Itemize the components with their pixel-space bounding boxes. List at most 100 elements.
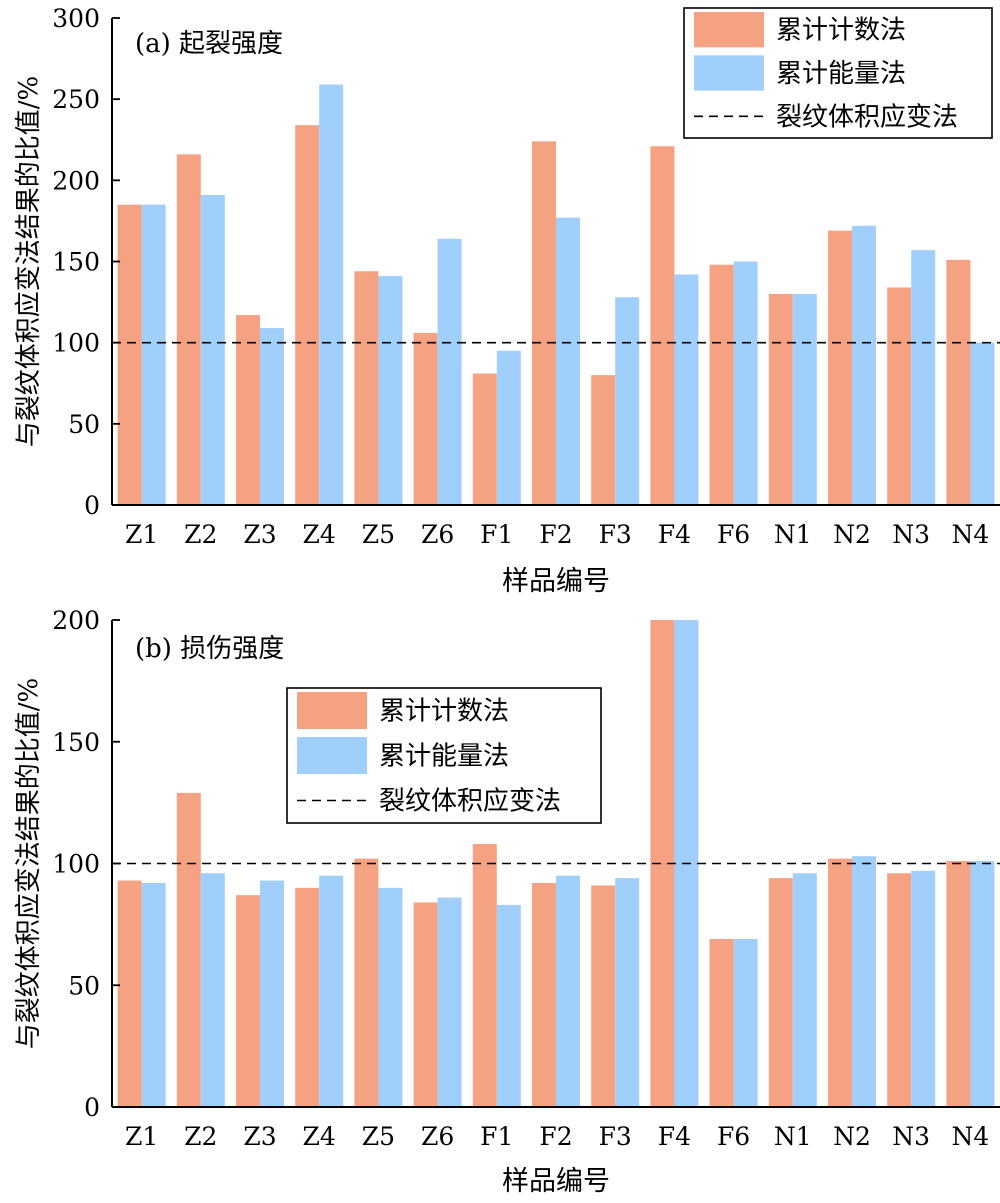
bar-count-N2 (828, 230, 852, 505)
legend-label-reference: 裂纹体积应变法 (776, 102, 958, 132)
x-tick-label-Z2: Z2 (184, 1122, 217, 1151)
bar-energy-F6 (733, 938, 758, 1107)
bar-energy-Z6 (437, 238, 462, 505)
bar-energy-Z5 (378, 887, 403, 1107)
bar-energy-F4 (674, 274, 699, 505)
bar-count-N1 (768, 293, 793, 505)
bar-count-N2 (828, 858, 852, 1107)
legend-swatch-energy (694, 55, 764, 91)
x-tick-label-N2: N2 (833, 1122, 871, 1151)
bar-count-F3 (591, 375, 616, 505)
x-tick-label-Z6: Z6 (421, 1122, 454, 1151)
x-tick-label-N1: N1 (774, 520, 812, 549)
bar-energy-N4 (970, 342, 995, 505)
x-tick-label-F3: F3 (599, 1122, 632, 1151)
bar-count-Z6 (413, 902, 438, 1107)
bar-count-Z2 (176, 792, 201, 1107)
bar-energy-Z1 (141, 882, 166, 1107)
x-tick-label-Z5: Z5 (362, 520, 395, 549)
bar-count-Z2 (176, 154, 201, 505)
bar-count-F6 (709, 264, 734, 505)
x-tick-label-F4: F4 (658, 520, 691, 549)
chart-panel-a: 0 50 100 150 200 250 300 Z1 Z2 Z3 Z4 Z5 Z6 F1 F2 F3 F4 F6… (14, 4, 1000, 597)
y-tick-label: 150 (52, 248, 100, 277)
bar-count-N4 (946, 259, 971, 505)
bar-count-Z1 (117, 204, 142, 505)
x-tick-label-Z3: Z3 (243, 1122, 276, 1151)
x-axis-label: 样品编号 (502, 566, 610, 597)
bar-energy-N2 (852, 225, 876, 505)
x-tick-label-F2: F2 (539, 520, 572, 549)
y-tick-label: 150 (52, 728, 100, 757)
bar-energy-N3 (911, 870, 936, 1107)
y-tick-label: 50 (68, 410, 100, 439)
x-tick-label-F6: F6 (717, 1122, 750, 1151)
bars (117, 84, 995, 505)
bar-energy-Z5 (378, 276, 403, 505)
y-tick-label: 300 (52, 4, 100, 33)
x-tick-label-N3: N3 (892, 1122, 930, 1151)
bar-energy-Z1 (141, 204, 166, 505)
x-tick-label-Z1: Z1 (125, 1122, 158, 1151)
bar-count-Z4 (295, 125, 320, 505)
y-tick-label: 200 (52, 606, 100, 635)
bar-energy-F1 (496, 904, 521, 1107)
bar-count-F2 (532, 882, 556, 1107)
bar-energy-Z4 (319, 84, 344, 505)
legend-label-energy: 累计能量法 (379, 742, 509, 772)
bar-energy-Z2 (200, 194, 225, 505)
y-axis-label: 与裂纹体积应变法结果的比值/% (14, 76, 44, 447)
bar-count-N1 (768, 878, 793, 1107)
bar-energy-N3 (911, 250, 936, 505)
legend-label-count: 累计计数法 (776, 16, 906, 46)
bar-energy-F6 (733, 261, 758, 505)
bar-count-N3 (887, 287, 912, 505)
bars (117, 620, 995, 1107)
bar-count-F1 (472, 844, 497, 1107)
x-tick-label-Z2: Z2 (184, 520, 217, 549)
legend-label-reference: 裂纹体积应变法 (379, 787, 561, 817)
y-tick-label: 0 (84, 491, 100, 520)
bar-energy-F2 (556, 217, 580, 505)
legend-label-count: 累计计数法 (379, 697, 509, 727)
bar-count-F4 (650, 146, 675, 505)
bar-energy-Z3 (260, 880, 284, 1107)
y-tick-label: 50 (68, 971, 100, 1000)
x-tick-label-N1: N1 (774, 1122, 812, 1151)
y-tick-label: 100 (52, 850, 100, 879)
bar-energy-F3 (615, 297, 640, 505)
x-tick-label-Z1: Z1 (125, 520, 158, 549)
x-tick-label-F6: F6 (717, 520, 750, 549)
legend-swatch-count (694, 12, 764, 48)
bar-count-Z6 (413, 332, 438, 505)
x-tick-label-F3: F3 (599, 520, 632, 549)
bar-count-Z5 (354, 858, 379, 1107)
x-tick-label-Z6: Z6 (421, 520, 454, 549)
bar-energy-Z6 (437, 897, 462, 1107)
x-tick-label-N2: N2 (833, 520, 871, 549)
x-tick-label-N4: N4 (952, 1122, 990, 1151)
legend-label-energy: 累计能量法 (776, 59, 906, 89)
bar-count-Z4 (295, 887, 320, 1107)
x-tick-label-Z3: Z3 (243, 520, 276, 549)
y-tick-label: 200 (52, 166, 100, 195)
x-tick-label-Z5: Z5 (362, 1122, 395, 1151)
bar-energy-Z4 (319, 875, 344, 1107)
bar-energy-F2 (556, 875, 580, 1107)
panel-label: (b) 损伤强度 (135, 634, 284, 664)
bar-count-N4 (946, 861, 971, 1107)
bar-count-Z3 (236, 895, 260, 1107)
bar-count-Z3 (236, 315, 260, 505)
bar-count-F6 (709, 938, 734, 1107)
bar-count-N3 (887, 873, 912, 1107)
bar-count-F1 (472, 373, 497, 505)
bar-energy-N4 (970, 861, 995, 1107)
x-tick-label-N4: N4 (952, 520, 990, 549)
legend-swatch-energy (297, 737, 367, 774)
y-tick-label: 250 (52, 85, 100, 114)
x-tick-label-F4: F4 (658, 1122, 691, 1151)
bar-energy-F3 (615, 878, 640, 1107)
